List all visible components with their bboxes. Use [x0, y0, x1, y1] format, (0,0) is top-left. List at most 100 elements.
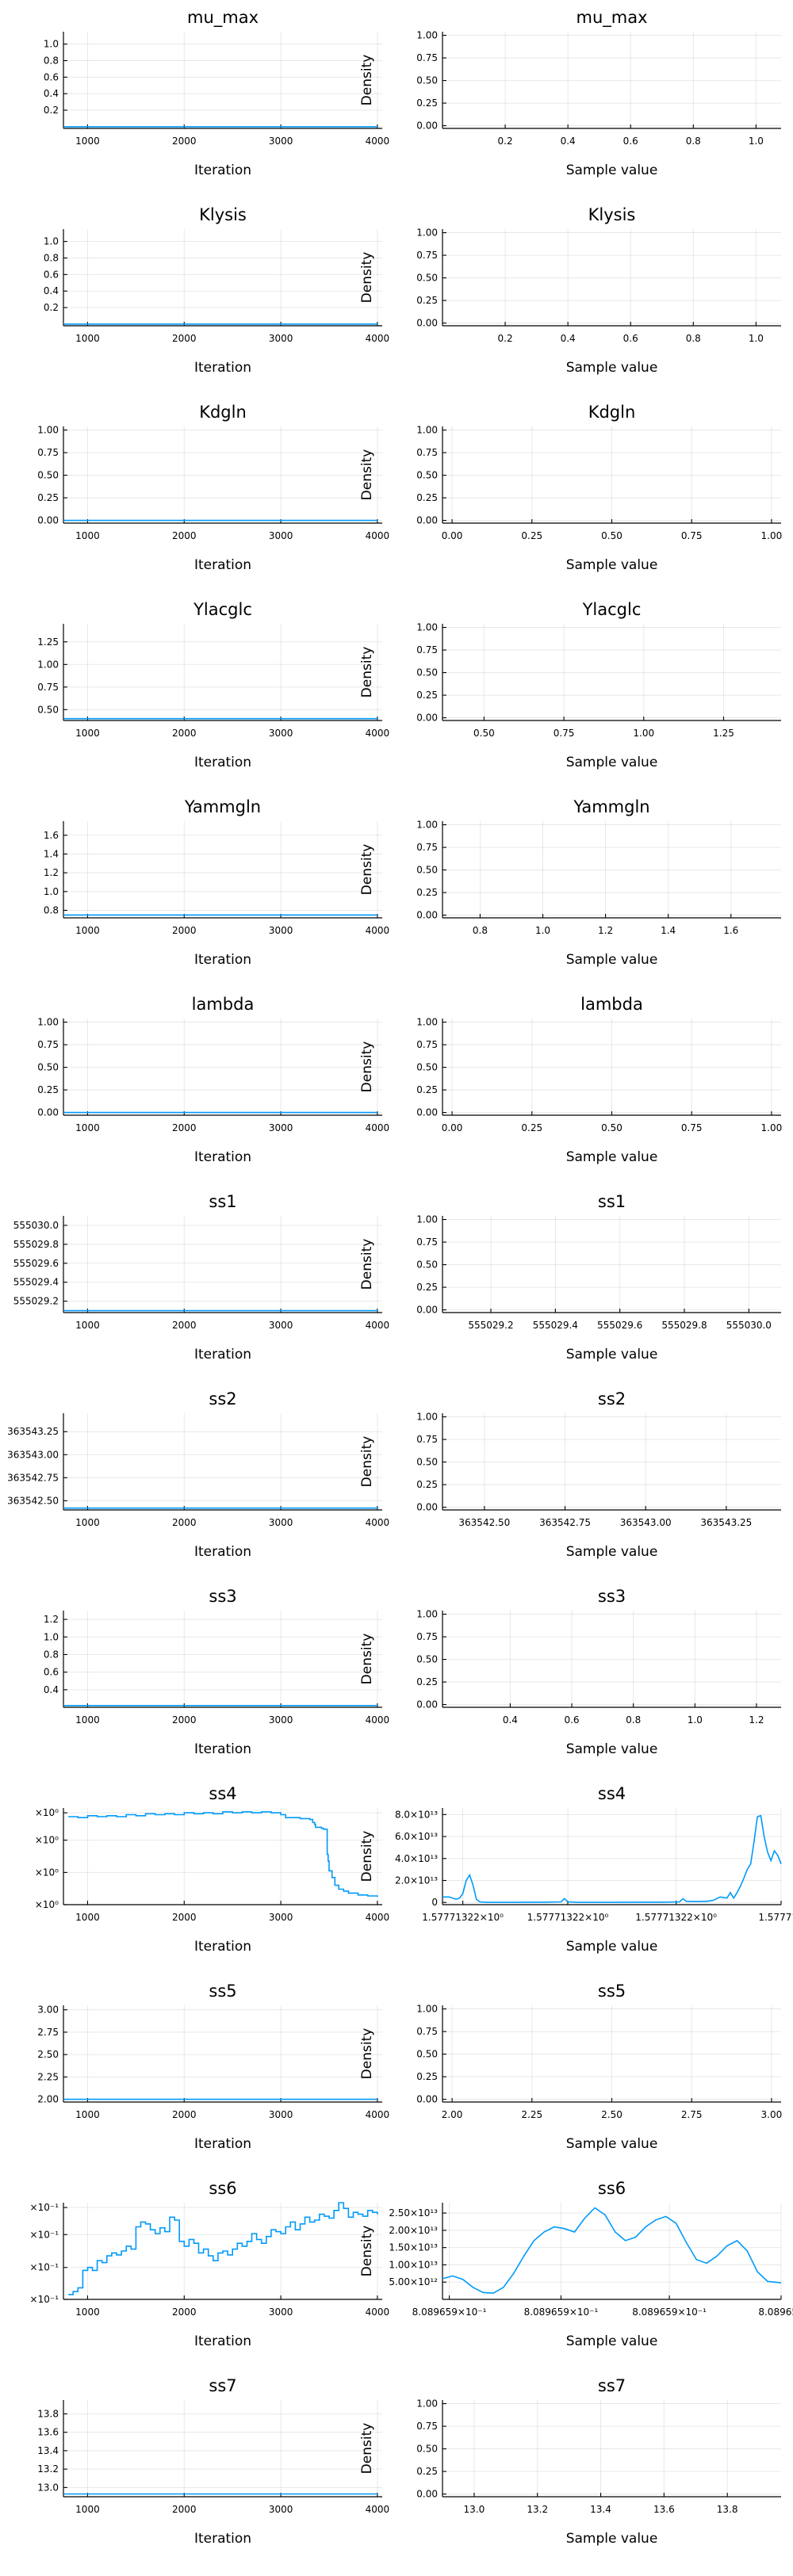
y-tick-label: ×10⁻¹: [30, 2294, 59, 2305]
y-tick-label: 1.00: [416, 1412, 438, 1423]
x-tick-label: 1000: [75, 2307, 100, 2318]
y-tick-label: 0.75: [416, 1631, 438, 1642]
x-tick-label: 555029.4: [533, 1320, 578, 1331]
y-tick-label: 0.4: [44, 88, 59, 99]
density-panel-klysis: Klysis 0.2 0.4 0.6 0.8 1.0 0.00 0.25 0.50 0.75 1.0…: [359, 205, 781, 376]
y-tick-label: 8.0×10¹³: [395, 1809, 438, 1820]
y-tick-label: 555029.6: [13, 1258, 59, 1269]
x-axis-label: Iteration: [194, 2136, 251, 2152]
x-tick-label: 0.2: [498, 136, 513, 147]
density-panel-mu_max: mu_max 0.2 0.4 0.6 0.8 1.0 0.00 0.25 0.50 0.75 1.0…: [359, 8, 781, 178]
x-tick-label: 13.6: [653, 2504, 675, 2515]
x-tick-label: 1.4: [661, 925, 676, 936]
y-tick-label: 0.50: [416, 865, 438, 876]
y-tick-label: 1.2: [44, 867, 59, 878]
y-axis-label: Density: [359, 1831, 375, 1882]
x-axis-label: Iteration: [194, 2333, 251, 2349]
y-tick-label: 0.2: [44, 105, 59, 116]
x-tick-label: 0.25: [521, 1122, 542, 1133]
density-panel-ss7: ss7 13.0 13.2 13.4 13.6 13.8 0.00 0.25 0.50 0.75 1…: [359, 2376, 781, 2547]
y-tick-label: 1.00: [37, 425, 59, 436]
y-tick-label: 1.00: [416, 2398, 438, 2410]
y-tick-label: 0.50: [416, 1654, 438, 1665]
y-tick-label: 0.50: [37, 1062, 59, 1073]
density-panel-ss5: ss5 2.00 2.25 2.50 2.75 3.00 0.00 0.25 0.50 0.75 1…: [359, 1982, 782, 2152]
x-tick-label: 4000: [366, 1517, 390, 1528]
y-tick-label: 1.0: [44, 886, 59, 897]
x-tick-label: 2000: [172, 2504, 197, 2515]
x-axis-label: Iteration: [194, 952, 251, 968]
y-tick-label: 13.0: [37, 2482, 59, 2493]
x-axis-label: Iteration: [194, 1149, 251, 1165]
panel-title: mu_max: [576, 8, 647, 28]
x-tick-label: 1.2: [598, 925, 613, 936]
y-tick-label: 13.4: [37, 2445, 59, 2456]
y-tick-label: 1.00: [416, 425, 438, 436]
trace-panel-ss4: ss4 1000 2000 3000 4000 ×10⁰ ×10⁰ ×10⁰ ×10⁰ Itera…: [35, 1784, 389, 1955]
x-tick-label: 1000: [75, 925, 100, 936]
y-tick-label: 0.6: [44, 71, 59, 82]
y-tick-label: 1.00: [416, 30, 438, 41]
x-axis-label: Sample value: [566, 1544, 658, 1560]
y-tick-label: ×10⁰: [35, 1867, 59, 1878]
x-tick-label: 3000: [269, 1714, 293, 1726]
x-tick-label: 1000: [75, 530, 100, 541]
x-tick-label: 4000: [366, 2109, 390, 2120]
y-tick-label: 0.50: [416, 667, 438, 678]
y-axis-label: Density: [359, 1041, 375, 1093]
panel-title: ss7: [598, 2376, 626, 2395]
y-tick-label: 0.8: [44, 55, 59, 66]
y-axis-label: Density: [359, 1436, 375, 1488]
y-tick-label: 0.8: [44, 252, 59, 263]
y-tick-label: 6.0×10¹³: [395, 1831, 438, 1842]
y-tick-label: 1.00: [37, 659, 59, 670]
y-axis-label: Density: [359, 449, 375, 501]
y-tick-label: 1.00: [416, 1609, 438, 1620]
y-tick-label: 555029.8: [13, 1239, 59, 1250]
trace-panel-yammgln: Yammgln 1000 2000 3000 4000 0.8 1.0 1.2 1.4 1.6 It…: [44, 797, 389, 968]
x-tick-label: 555029.6: [597, 1320, 642, 1331]
x-tick-label: 3000: [269, 136, 293, 147]
y-tick-label: 0.50: [416, 273, 438, 284]
x-axis-label: Iteration: [194, 360, 251, 376]
y-tick-label: 0.75: [416, 447, 438, 458]
x-tick-label: 2.00: [442, 2109, 463, 2120]
panel-title: ss3: [598, 1587, 626, 1606]
density-panel-yammgln: Yammgln 0.8 1.0 1.2 1.4 1.6 0.00 0.25 0.50 0.75 1.…: [359, 797, 781, 968]
y-tick-label: 5.00×10¹²: [389, 2276, 438, 2287]
y-tick-label: 0.00: [416, 1502, 438, 1513]
y-tick-label: 0.50: [416, 2049, 438, 2060]
y-tick-label: 363543.00: [7, 1449, 59, 1460]
y-tick-label: 1.00: [416, 820, 438, 831]
x-tick-label: 0.4: [561, 136, 576, 147]
y-tick-label: ×10⁰: [35, 1807, 59, 1818]
x-tick-label: 555029.8: [661, 1320, 707, 1331]
y-tick-label: 1.25: [37, 636, 59, 648]
panel-title: ss4: [209, 1784, 236, 1803]
y-tick-label: 0.00: [37, 515, 59, 526]
x-tick-label: 3000: [269, 2109, 293, 2120]
y-tick-label: 13.2: [37, 2463, 59, 2475]
y-tick-label: 0.00: [416, 515, 438, 526]
x-tick-label: 0.75: [681, 530, 703, 541]
x-axis-label: Iteration: [194, 1939, 251, 1955]
x-tick-label: 0.50: [473, 728, 495, 739]
y-tick-label: 0.25: [416, 492, 438, 503]
y-tick-label: 0.2: [44, 302, 59, 313]
y-tick-label: 0.25: [416, 1282, 438, 1293]
y-tick-label: 0.25: [416, 2466, 438, 2477]
y-tick-label: 363542.50: [7, 1495, 59, 1506]
y-tick-label: 0.00: [416, 120, 438, 132]
x-tick-label: 3000: [269, 1122, 293, 1133]
x-tick-label: 1000: [75, 333, 100, 344]
y-tick-label: 0.25: [37, 492, 59, 503]
trace-panel-ss6: ss6 1000 2000 3000 4000 ×10⁻¹ ×10⁻¹ ×10⁻¹ ×10⁻¹ I…: [30, 2179, 390, 2349]
y-axis-label: Density: [359, 55, 375, 106]
x-tick-label: 3000: [269, 1912, 293, 1923]
x-tick-label: 4000: [366, 728, 390, 739]
y-tick-label: 0.50: [416, 1062, 438, 1073]
trace-panel-ss1: ss1 1000 2000 3000 4000 555029.2 555029.4 55502…: [13, 1192, 389, 1363]
x-tick-label: 555030.0: [726, 1320, 772, 1331]
x-tick-label: 1000: [75, 2504, 100, 2515]
